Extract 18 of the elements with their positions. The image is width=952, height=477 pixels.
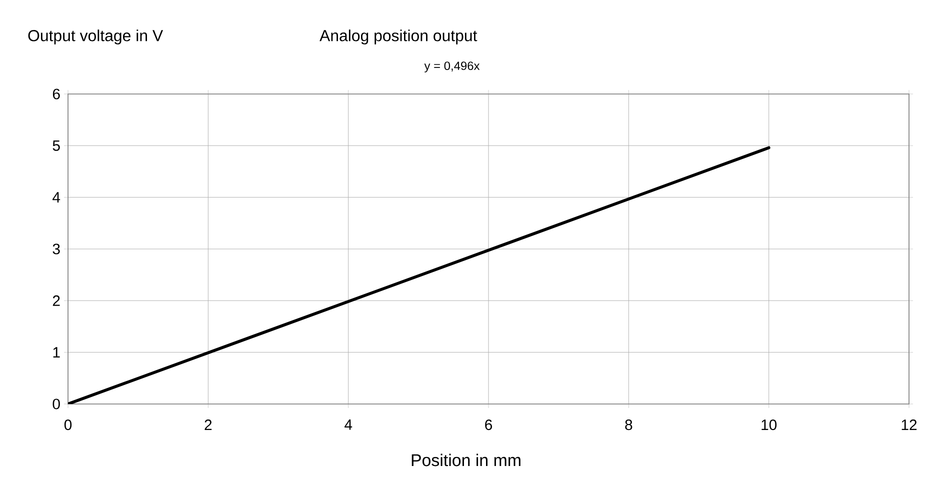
- x-tick-label: 12: [902, 420, 917, 430]
- x-tick-label: 2: [204, 420, 212, 430]
- y-axis-title: Output voltage in V: [28, 30, 164, 44]
- x-axis-title: Position in mm: [412, 454, 520, 466]
- y-tick-label: 2: [52, 295, 60, 306]
- chart-title: Analog position output: [320, 30, 478, 44]
- y-tick-label: 5: [52, 140, 60, 151]
- text: y = 0,496x: [424, 62, 480, 72]
- y-tick-label: 6: [52, 88, 60, 100]
- x-tick-label: 6: [485, 420, 492, 430]
- y-tick-label: 4: [52, 192, 60, 202]
- x-tick-label: 4: [344, 420, 352, 430]
- x-tick-label: 10: [762, 420, 777, 430]
- y-tick-label: 0: [52, 398, 60, 410]
- x-tick-label: 0: [64, 420, 72, 430]
- y-tick-label: 3: [52, 244, 60, 254]
- y-tick-label: 1: [53, 347, 60, 358]
- x-tick-label: 8: [625, 420, 632, 430]
